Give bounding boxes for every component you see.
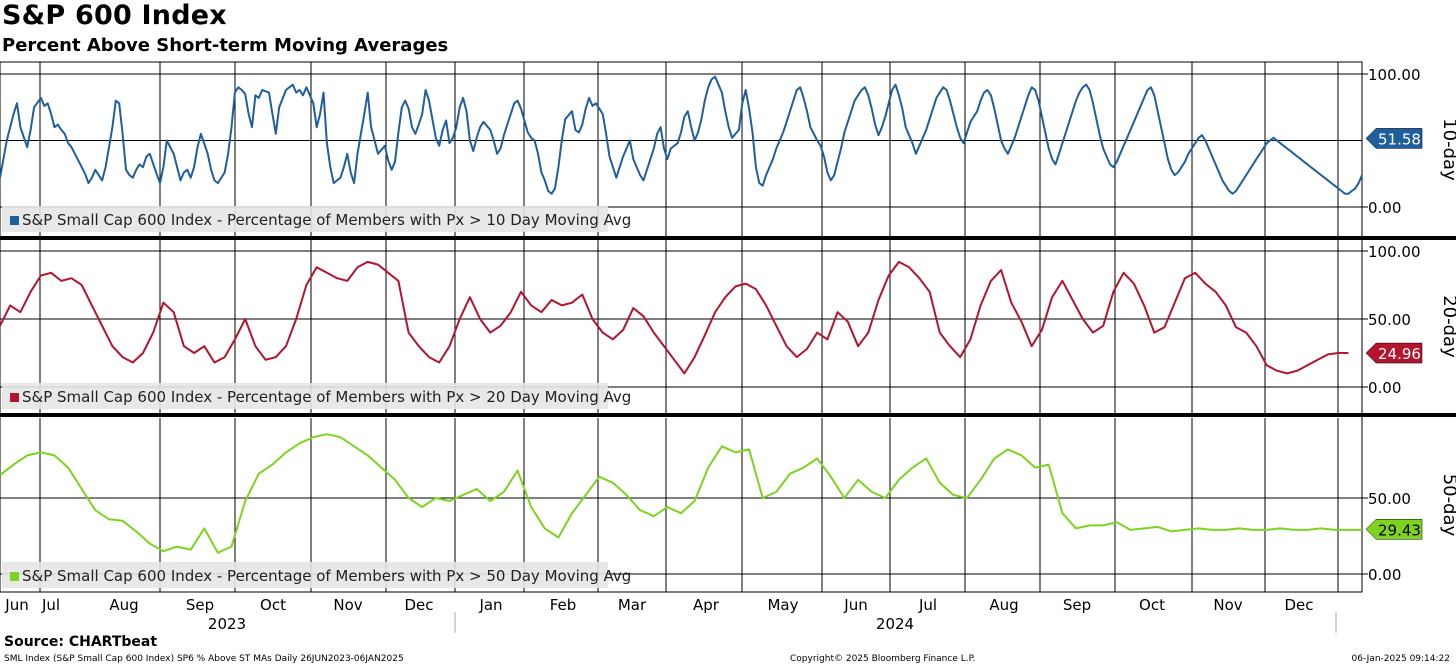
x-tick-label: Mar xyxy=(618,596,647,614)
x-tick-label: Aug xyxy=(989,596,1018,614)
legend-box xyxy=(2,562,608,588)
x-tick-label: Sep xyxy=(186,596,214,614)
legend-label: S&P Small Cap 600 Index - Percentage of … xyxy=(22,388,631,406)
series-line-10-day xyxy=(0,75,1363,195)
legend-box xyxy=(2,383,608,409)
panel-label: 20-day xyxy=(1439,295,1456,358)
x-tick-label: Sep xyxy=(1063,596,1091,614)
last-value-tag xyxy=(1365,128,1423,149)
page-title: S&P 600 Index xyxy=(2,0,227,31)
page-subtitle: Percent Above Short-term Moving Averages xyxy=(2,35,449,56)
y-tick-label: 0.00 xyxy=(1368,199,1401,217)
footer-note: SML Index (S&P Small Cap 600 Index) SP6 … xyxy=(4,654,404,664)
x-tick-label: Apr xyxy=(693,596,720,614)
x-tick-label: Jun xyxy=(843,596,867,614)
legend-label: S&P Small Cap 600 Index - Percentage of … xyxy=(22,567,631,585)
x-tick-label: Jul xyxy=(41,596,60,614)
x-tick-label: Feb xyxy=(550,596,577,614)
last-value-label: 29.43 xyxy=(1378,521,1421,539)
year-label: 2024 xyxy=(876,615,914,633)
x-tick-label: Dec xyxy=(404,596,433,614)
copyright-label: Copyright© 2025 Bloomberg Finance L.P. xyxy=(790,654,976,664)
y-tick-label: 0.00 xyxy=(1368,379,1401,397)
timestamp-label: 06-Jan-2025 09:14:22 xyxy=(1351,654,1450,664)
y-tick-label: 0.00 xyxy=(1368,566,1401,584)
legend-label: S&P Small Cap 600 Index - Percentage of … xyxy=(22,211,631,229)
x-tick-label: Jun xyxy=(4,596,28,614)
year-label: 2023 xyxy=(208,615,246,633)
series-line-20-day xyxy=(0,260,1349,375)
panel-separator xyxy=(0,236,1456,240)
panel-separator xyxy=(0,413,1456,417)
y-tick-label: 100.00 xyxy=(1368,243,1421,261)
last-value-label: 51.58 xyxy=(1378,130,1421,148)
y-tick-label: 100.00 xyxy=(1368,66,1421,84)
series-line-50-day xyxy=(0,433,1362,554)
y-tick-label: 50.00 xyxy=(1368,490,1411,508)
source-label: Source: CHARTbeat xyxy=(4,634,158,650)
x-tick-label: Jul xyxy=(918,596,937,614)
x-tick-label: Aug xyxy=(109,596,138,614)
x-tick-label: Jan xyxy=(478,596,502,614)
x-tick-label: May xyxy=(767,596,798,614)
panel-label: 50-day xyxy=(1439,474,1456,537)
legend-marker xyxy=(10,393,19,402)
x-tick-label: Oct xyxy=(260,596,286,614)
x-tick-label: Nov xyxy=(333,596,362,614)
chart-frame xyxy=(0,61,1363,593)
last-value-label: 24.96 xyxy=(1378,345,1421,363)
x-tick-label: Dec xyxy=(1284,596,1313,614)
y-tick-label: 50.00 xyxy=(1368,311,1411,329)
legend-box xyxy=(2,206,608,232)
last-value-tag xyxy=(1365,342,1423,364)
last-value-tag xyxy=(1365,519,1423,540)
legend-marker xyxy=(10,572,19,581)
legend-marker xyxy=(10,216,19,225)
panel-label: 10-day xyxy=(1439,118,1456,181)
x-tick-label: Nov xyxy=(1213,596,1242,614)
x-tick-label: Oct xyxy=(1139,596,1165,614)
